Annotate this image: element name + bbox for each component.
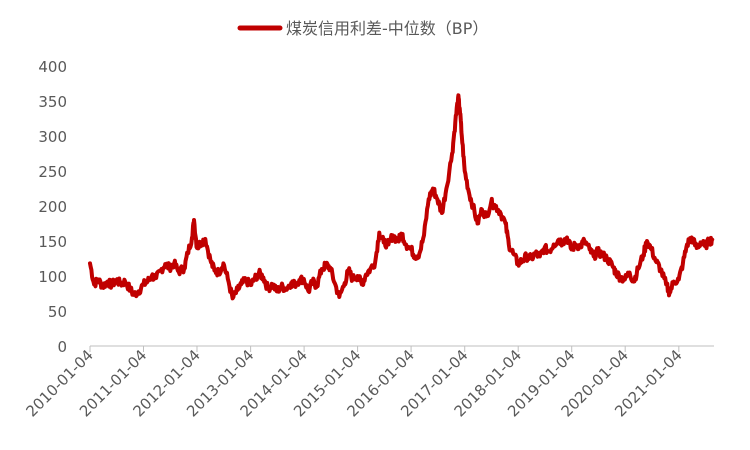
chart-legend: 煤炭信用利差-中位数（BP） xyxy=(237,19,488,38)
y-tick-label: 100 xyxy=(38,268,67,286)
x-axis-ticks: 2010-01-042011-01-042012-01-042013-01-04… xyxy=(22,346,686,420)
y-tick-label: 300 xyxy=(38,128,67,146)
y-tick-label: 0 xyxy=(57,338,67,356)
y-tick-label: 200 xyxy=(38,198,67,216)
y-tick-label: 50 xyxy=(48,303,67,321)
y-axis-tick-labels: 0 50 100 150 200 250 300 350 400 xyxy=(38,58,67,356)
series-line xyxy=(88,93,715,301)
y-tick-label: 400 xyxy=(38,58,67,76)
y-tick-label: 250 xyxy=(38,163,67,181)
y-tick-label: 350 xyxy=(38,93,67,111)
legend-label: 煤炭信用利差-中位数（BP） xyxy=(286,19,488,38)
y-tick-label: 150 xyxy=(38,233,67,251)
series-group xyxy=(88,93,715,301)
